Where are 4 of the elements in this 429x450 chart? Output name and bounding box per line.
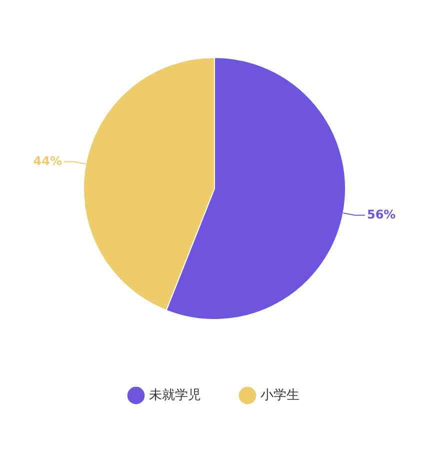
- data-label: 44%: [33, 154, 62, 168]
- legend-label: 未就学児: [149, 388, 201, 403]
- legend-label: 小学生: [260, 388, 300, 403]
- data-label: 56%: [366, 207, 396, 222]
